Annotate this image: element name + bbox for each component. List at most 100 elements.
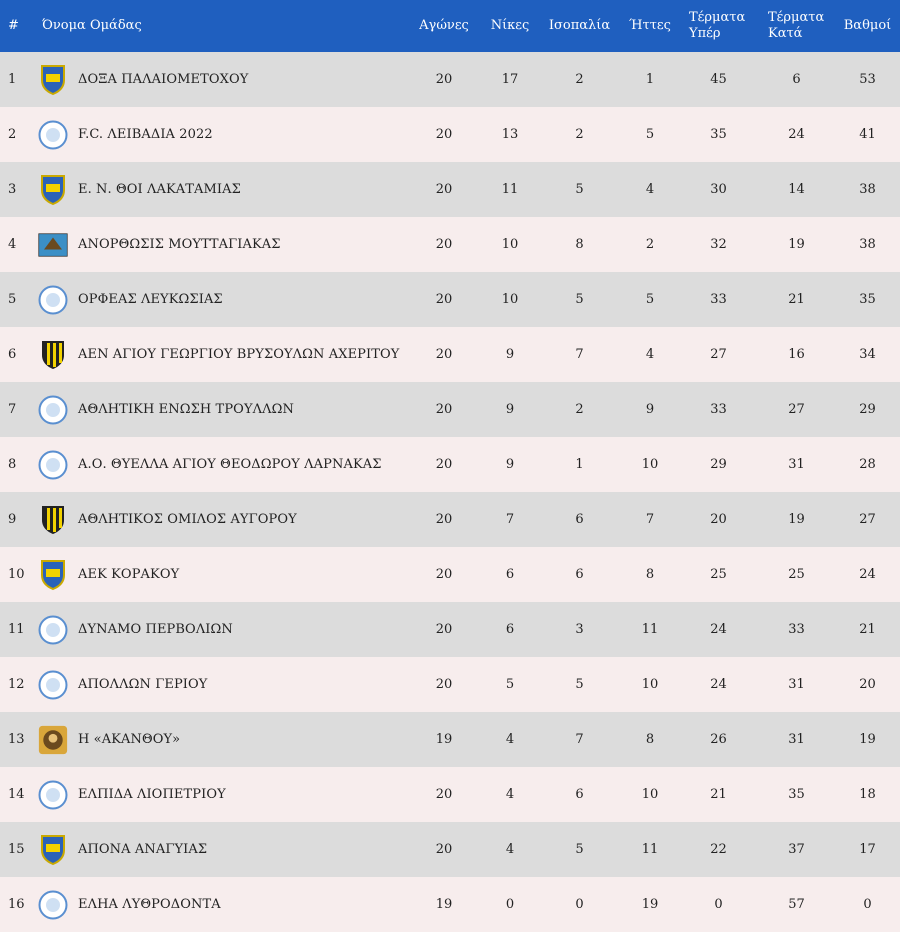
circle-crest-icon — [38, 613, 68, 647]
row-draws: 3 — [575, 622, 584, 637]
row-wins: 13 — [501, 127, 519, 142]
row-goals-against: 19 — [788, 512, 805, 527]
row-goals-for: 25 — [710, 567, 727, 582]
team-name[interactable]: ΑΘΛΗΤΙΚΟΣ ΟΜΙΛΟΣ ΑΥΓΟΡΟΥ — [78, 512, 297, 527]
shield-icon — [38, 173, 68, 207]
table-header-row: # Όνομα Ομάδας Αγώνες Νίκες Ισοπαλία Ήττ… — [0, 0, 900, 52]
row-points: 53 — [859, 72, 876, 87]
team-name[interactable]: ΑΘΛΗΤΙΚΗ ΕΝΩΣΗ ΤΡΟΥΛΛΩΝ — [78, 402, 294, 417]
row-goals-for: 33 — [710, 292, 727, 307]
team-name[interactable]: ΑΕΚ ΚΟΡΑΚΟΥ — [78, 567, 180, 582]
row-goals-for: 35 — [710, 127, 727, 142]
row-position: 2 — [8, 127, 17, 142]
header-goals-against-line1: Τέρματα — [768, 10, 825, 25]
row-points: 20 — [859, 677, 876, 692]
team-cell: ΔΥΝΑΜΟ ΠΕΡΒΟΛΙΩΝ — [38, 613, 406, 647]
row-wins: 6 — [505, 567, 515, 582]
row-goals-for: 22 — [710, 842, 727, 857]
row-points: 35 — [859, 292, 876, 307]
team-name[interactable]: ΑΠΟΝΑ ΑΝΑΓΥΙΑΣ — [78, 842, 208, 857]
row-position: 9 — [8, 512, 17, 527]
team-cell: ΑΕΝ ΑΓΙΟΥ ΓΕΩΡΓΙΟΥ ΒΡΥΣΟΥΛΩΝ ΑΧΕΡΙΤΟΥ — [38, 338, 406, 372]
row-team: Α.Ο. ΘΥΕΛΛΑ ΑΓΙΟΥ ΘΕΟΔΩΡΟΥ ΛΑΡΝΑΚΑΣ — [38, 437, 406, 492]
circle-crest-icon — [38, 448, 68, 482]
row-team: ΟΡΦΕΑΣ ΛΕΥΚΩΣΙΑΣ — [38, 272, 406, 327]
row-losses: 2 — [645, 237, 655, 252]
table-row: 10 ΑΕΚ ΚΟΡΑΚΟΥ 20 6 6 8 25 25 24 — [0, 547, 900, 602]
team-name[interactable]: ΕΛΠΙΔΑ ΛΙΟΠΕΤΡΙΟΥ — [78, 787, 226, 802]
row-team: ΑΕΝ ΑΓΙΟΥ ΓΕΩΡΓΙΟΥ ΒΡΥΣΟΥΛΩΝ ΑΧΕΡΙΤΟΥ — [38, 327, 406, 382]
team-name[interactable]: Η «ΑΚΑΝΘΟΥ» — [78, 732, 181, 747]
table-row: 14 ΕΛΠΙΔΑ ΛΙΟΠΕΤΡΙΟΥ 20 4 6 10 21 35 18 — [0, 767, 900, 822]
header-played: Αγώνες — [419, 18, 469, 33]
row-goals-for: 26 — [710, 732, 727, 747]
row-losses: 8 — [645, 732, 655, 747]
row-goals-for: 33 — [710, 402, 727, 417]
row-wins: 9 — [505, 457, 515, 472]
team-cell: ΕΛΗΑ ΛΥΘΡΟΔΟΝΤΑ — [38, 888, 406, 922]
team-name[interactable]: ΑΝΟΡΘΩΣΙΣ ΜΟΥΤΤΑΓΙΑΚΑΣ — [78, 237, 281, 252]
header-goals-for-line1: Τέρματα — [689, 10, 746, 25]
row-team: ΑΘΛΗΤΙΚΗ ΕΝΩΣΗ ΤΡΟΥΛΛΩΝ — [38, 382, 406, 437]
circle-crest-icon — [38, 393, 68, 427]
row-played: 20 — [435, 292, 453, 307]
shield-icon — [38, 558, 68, 592]
team-name[interactable]: ΑΕΝ ΑΓΙΟΥ ΓΕΩΡΓΙΟΥ ΒΡΥΣΟΥΛΩΝ ΑΧΕΡΙΤΟΥ — [78, 347, 400, 362]
table-row: 15 ΑΠΟΝΑ ΑΝΑΓΥΙΑΣ 20 4 5 11 22 37 17 — [0, 822, 900, 877]
row-draws: 5 — [575, 292, 584, 307]
row-position: 13 — [8, 732, 25, 747]
table-row: 16 ΕΛΗΑ ΛΥΘΡΟΔΟΝΤΑ 19 0 0 19 0 57 0 — [0, 877, 900, 932]
row-points: 17 — [859, 842, 876, 857]
striped-shield-icon — [38, 338, 68, 372]
circle-crest-icon — [38, 668, 68, 702]
row-position: 12 — [8, 677, 25, 692]
row-team: Η «ΑΚΑΝΘΟΥ» — [38, 712, 406, 767]
row-goals-for: 24 — [710, 622, 727, 637]
team-name[interactable]: Ε. Ν. ΘΟΙ ΛΑΚΑΤΑΜΙΑΣ — [78, 182, 241, 197]
row-team: ΑΝΟΡΘΩΣΙΣ ΜΟΥΤΤΑΓΙΑΚΑΣ — [38, 217, 406, 272]
row-played: 20 — [435, 512, 453, 527]
team-name[interactable]: ΔΥΝΑΜΟ ΠΕΡΒΟΛΙΩΝ — [78, 622, 233, 637]
row-goals-against: 57 — [788, 897, 805, 912]
row-played: 20 — [435, 402, 453, 417]
row-goals-against: 19 — [788, 237, 805, 252]
team-name[interactable]: Α.Ο. ΘΥΕΛΛΑ ΑΓΙΟΥ ΘΕΟΔΩΡΟΥ ΛΑΡΝΑΚΑΣ — [78, 457, 382, 472]
row-wins: 6 — [505, 622, 515, 637]
row-played: 20 — [435, 787, 453, 802]
table-row: 5 ΟΡΦΕΑΣ ΛΕΥΚΩΣΙΑΣ 20 10 5 5 33 21 35 — [0, 272, 900, 327]
row-goals-against: 37 — [788, 842, 805, 857]
team-name[interactable]: ΟΡΦΕΑΣ ΛΕΥΚΩΣΙΑΣ — [78, 292, 223, 307]
team-name[interactable]: ΑΠΟΛΛΩΝ ΓΕΡΙΟΥ — [78, 677, 208, 692]
row-points: 21 — [859, 622, 876, 637]
team-cell: ΑΘΛΗΤΙΚΟΣ ΟΜΙΛΟΣ ΑΥΓΟΡΟΥ — [38, 503, 406, 537]
row-position: 10 — [8, 567, 25, 582]
row-position: 3 — [8, 182, 17, 197]
row-draws: 7 — [575, 732, 584, 747]
row-goals-against: 31 — [788, 732, 805, 747]
header-wins: Νίκες — [490, 18, 530, 33]
row-losses: 10 — [641, 457, 659, 472]
shield-icon — [38, 63, 68, 97]
row-wins: 10 — [501, 237, 519, 252]
team-name[interactable]: F.C. ΛΕΙΒΑΔΙΑ 2022 — [78, 127, 213, 142]
row-position: 4 — [8, 237, 17, 252]
row-wins: 11 — [501, 182, 519, 197]
header-goals-against: Τέρματα Κατά — [758, 0, 835, 52]
row-played: 20 — [435, 567, 453, 582]
row-losses: 4 — [645, 347, 655, 362]
team-name[interactable]: ΔΟΞΑ ΠΑΛΑΙΟΜΕΤΟΧΟΥ — [78, 72, 249, 87]
row-goals-against: 24 — [788, 127, 805, 142]
row-team: ΑΕΚ ΚΟΡΑΚΟΥ — [38, 547, 406, 602]
team-name[interactable]: ΕΛΗΑ ΛΥΘΡΟΔΟΝΤΑ — [78, 897, 221, 912]
row-goals-for: 21 — [710, 787, 727, 802]
row-losses: 4 — [645, 182, 655, 197]
row-goals-for: 45 — [710, 72, 727, 87]
row-points: 41 — [859, 127, 876, 142]
row-wins: 5 — [505, 677, 515, 692]
row-draws: 8 — [575, 237, 584, 252]
row-draws: 7 — [575, 347, 584, 362]
team-cell: ΑΝΟΡΘΩΣΙΣ ΜΟΥΤΤΑΓΙΑΚΑΣ — [38, 228, 406, 262]
row-points: 29 — [859, 402, 876, 417]
row-goals-for: 30 — [710, 182, 727, 197]
header-team: Όνομα Ομάδας — [42, 18, 142, 33]
